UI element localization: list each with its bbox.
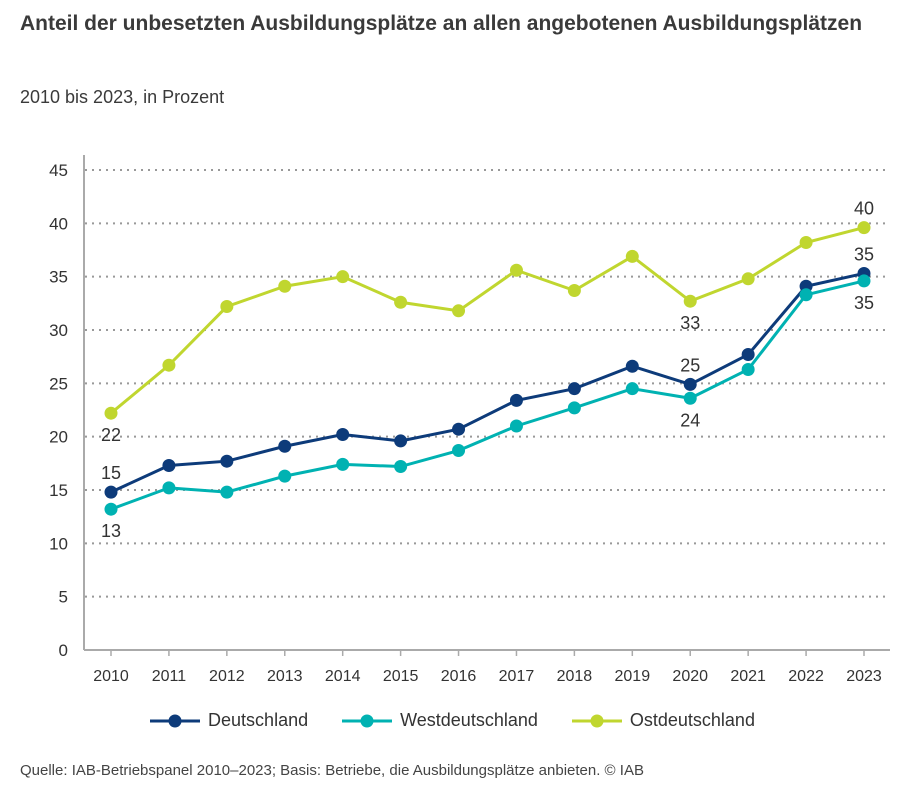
legend-item: Westdeutschland xyxy=(342,710,538,731)
data-point-ostdeutschland xyxy=(567,284,581,298)
series-line-deutschland xyxy=(110,272,865,494)
data-point-deutschland xyxy=(567,382,581,396)
data-point-westdeutschland xyxy=(452,444,466,458)
data-point-ostdeutschland xyxy=(799,236,813,250)
y-tick-label: 15 xyxy=(49,481,68,500)
data-point-deutschland xyxy=(394,434,408,448)
chart-subtitle: 2010 bis 2023, in Prozent xyxy=(20,87,225,107)
x-tick-label: 2012 xyxy=(209,668,245,685)
data-point-westdeutschland xyxy=(683,391,697,405)
x-tick-label: 2011 xyxy=(152,668,187,685)
data-point-westdeutschland xyxy=(336,457,350,471)
legend-marker xyxy=(150,714,201,727)
data-point-deutschland xyxy=(452,422,466,436)
data-point-westdeutschland xyxy=(162,481,176,495)
data-point-ostdeutschland xyxy=(162,358,176,372)
data-point-ostdeutschland xyxy=(683,294,697,308)
data-point-westdeutschland xyxy=(104,502,118,516)
data-point-ostdeutschland xyxy=(625,249,639,263)
data-point-ostdeutschland xyxy=(741,272,755,286)
x-tick-label: 2014 xyxy=(325,668,361,685)
data-point-ostdeutschland xyxy=(336,270,350,284)
series-line-westdeutschland xyxy=(110,279,865,511)
x-tick-label: 2016 xyxy=(441,668,477,685)
legend-label: Ostdeutschland xyxy=(629,710,755,730)
legend-item: Deutschland xyxy=(150,710,308,731)
data-point-westdeutschland xyxy=(394,460,408,474)
x-tick-label: 2017 xyxy=(499,668,535,685)
data-point-westdeutschland xyxy=(741,362,755,376)
data-point-deutschland xyxy=(162,458,176,472)
legend: Deutschland Westdeutschland Ostdeutschland xyxy=(0,710,905,731)
data-label: 15 xyxy=(101,463,121,483)
data-point-westdeutschland xyxy=(220,485,234,499)
data-label: 40 xyxy=(854,199,874,219)
legend-label: Deutschland xyxy=(208,710,309,730)
data-point-deutschland xyxy=(741,348,755,362)
y-tick-label: 30 xyxy=(49,321,68,340)
data-point-ostdeutschland xyxy=(509,263,523,277)
y-tick-label: 0 xyxy=(59,641,68,660)
data-point-deutschland xyxy=(104,485,118,499)
x-tick-label: 2022 xyxy=(788,668,824,685)
legend-item: Ostdeutschland xyxy=(571,710,755,731)
source-note: Quelle: IAB-Betriebspanel 2010–2023; Bas… xyxy=(20,762,644,779)
data-point-westdeutschland xyxy=(857,274,871,288)
y-tick-label: 25 xyxy=(49,374,68,393)
x-tick-label: 2010 xyxy=(93,668,129,685)
data-point-ostdeutschland xyxy=(220,300,234,314)
data-point-ostdeutschland xyxy=(394,295,408,309)
x-tick-label: 2021 xyxy=(730,668,766,685)
data-label: 35 xyxy=(854,293,874,313)
x-tick-label: 2013 xyxy=(267,668,303,685)
y-tick-label: 40 xyxy=(49,214,68,233)
data-label: 35 xyxy=(854,244,874,264)
x-tick-label: 2020 xyxy=(672,668,708,685)
data-point-ostdeutschland xyxy=(278,279,292,293)
data-point-ostdeutschland xyxy=(104,406,118,420)
legend-label: Westdeutschland xyxy=(400,710,538,730)
data-point-westdeutschland xyxy=(799,288,813,302)
data-point-westdeutschland xyxy=(509,419,523,433)
data-point-deutschland xyxy=(625,359,639,373)
y-tick-label: 10 xyxy=(49,534,68,553)
data-point-ostdeutschland xyxy=(857,221,871,235)
x-tick-label: 2015 xyxy=(383,668,419,685)
chart-title: Anteil der unbesetzten Ausbildungsplätze… xyxy=(20,12,863,35)
data-label: 22 xyxy=(101,425,121,445)
data-point-deutschland xyxy=(220,454,234,468)
data-point-ostdeutschland xyxy=(452,304,466,318)
data-point-westdeutschland xyxy=(567,401,581,415)
data-label: 24 xyxy=(680,410,700,430)
data-point-deutschland xyxy=(683,377,697,391)
x-tick-label: 2018 xyxy=(557,668,593,685)
data-point-deutschland xyxy=(278,439,292,453)
legend-marker xyxy=(571,714,622,727)
data-label: 33 xyxy=(680,313,700,333)
data-point-deutschland xyxy=(509,393,523,407)
legend-marker xyxy=(342,714,393,727)
line-chart: 0 5 10 15 20 25 30 35 40 45 2010 2011 2012 2013 2014 20… xyxy=(49,155,890,685)
data-label: 13 xyxy=(101,521,121,541)
x-tick-label: 2023 xyxy=(846,668,882,685)
x-tick-label: 2019 xyxy=(615,668,651,685)
data-point-westdeutschland xyxy=(278,469,292,483)
y-tick-label: 35 xyxy=(49,268,68,287)
y-tick-label: 20 xyxy=(49,428,68,447)
data-label: 25 xyxy=(680,355,700,375)
series-line-ostdeutschland xyxy=(110,226,865,415)
y-tick-label: 45 xyxy=(49,161,68,180)
y-tick-label: 5 xyxy=(59,588,68,607)
data-point-westdeutschland xyxy=(625,382,639,396)
data-point-deutschland xyxy=(336,428,350,442)
